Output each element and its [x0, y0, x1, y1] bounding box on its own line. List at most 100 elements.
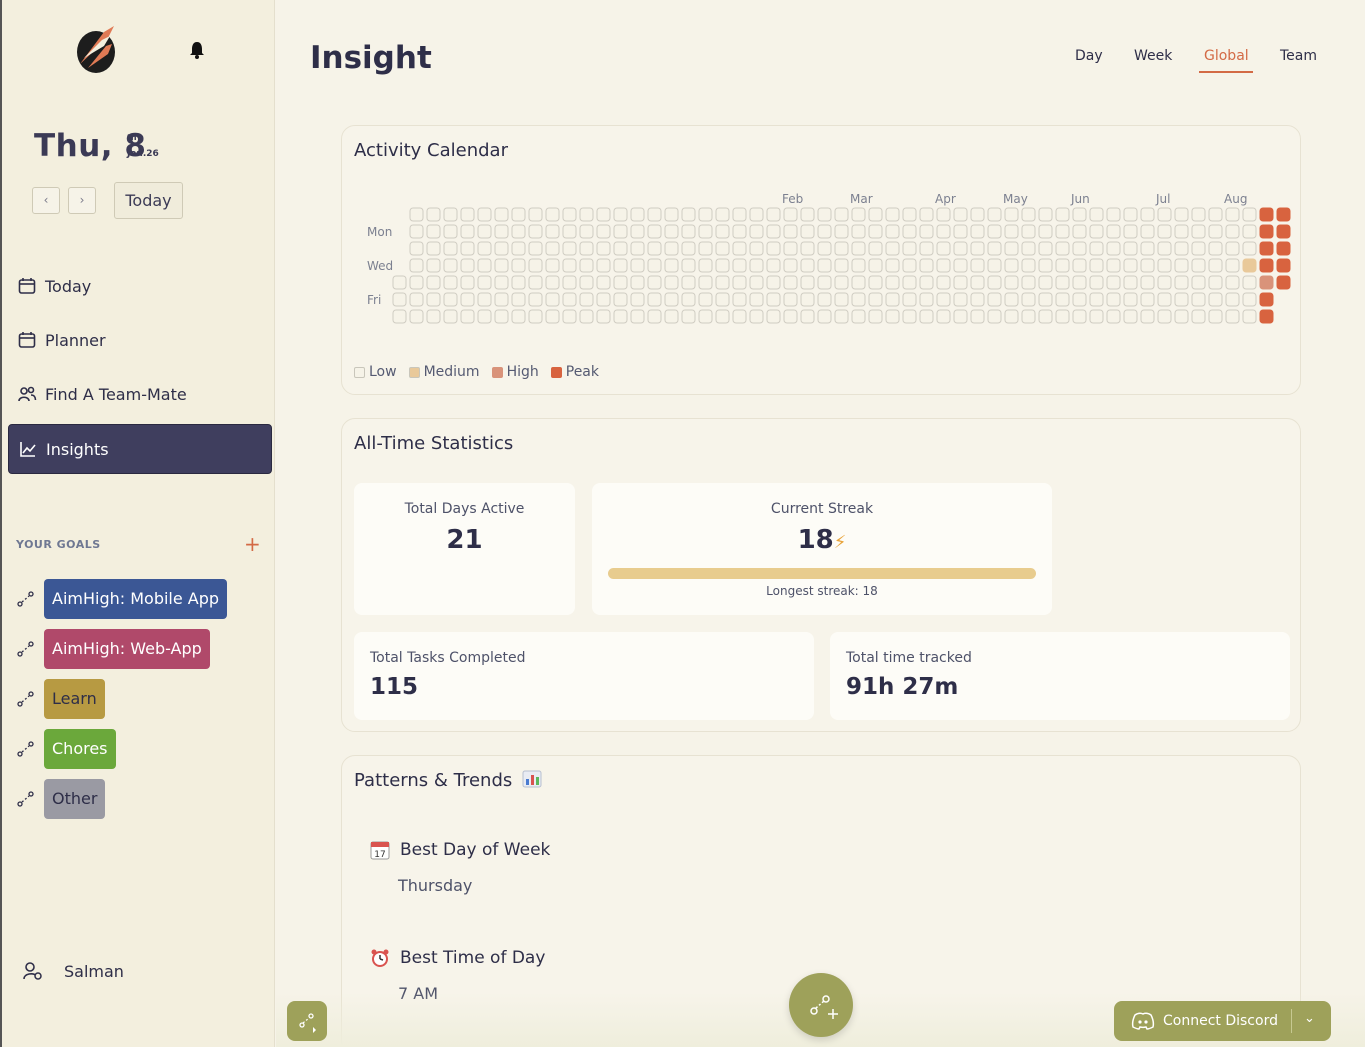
- heatmap-cell[interactable]: [409, 224, 424, 239]
- heatmap-cell[interactable]: [817, 309, 832, 324]
- heatmap-cell[interactable]: [1038, 275, 1053, 290]
- heatmap-cell[interactable]: [1021, 292, 1036, 307]
- heatmap-cell[interactable]: [817, 292, 832, 307]
- heatmap-cell[interactable]: [800, 207, 815, 222]
- heatmap-cell[interactable]: [1089, 207, 1104, 222]
- tab-team[interactable]: Team: [1280, 48, 1318, 64]
- heatmap-cell[interactable]: [953, 207, 968, 222]
- heatmap-cell[interactable]: [970, 309, 985, 324]
- heatmap-cell[interactable]: [1208, 224, 1223, 239]
- heatmap-cell[interactable]: [1259, 258, 1274, 273]
- heatmap-cell[interactable]: [902, 207, 917, 222]
- heatmap-cell[interactable]: [1140, 241, 1155, 256]
- sidebar-item-insights[interactable]: Insights: [8, 424, 272, 474]
- heatmap-cell[interactable]: [698, 292, 713, 307]
- heatmap-cell[interactable]: [953, 275, 968, 290]
- heatmap-cell[interactable]: [460, 275, 475, 290]
- heatmap-cell[interactable]: [953, 224, 968, 239]
- heatmap-cell[interactable]: [1225, 241, 1240, 256]
- heatmap-cell[interactable]: [749, 207, 764, 222]
- heatmap-cell[interactable]: [1106, 292, 1121, 307]
- heatmap-cell[interactable]: [851, 275, 866, 290]
- heatmap-cell[interactable]: [1191, 309, 1206, 324]
- heatmap-cell[interactable]: [1191, 224, 1206, 239]
- heatmap-cell[interactable]: [1106, 241, 1121, 256]
- heatmap-cell[interactable]: [868, 292, 883, 307]
- heatmap-cell[interactable]: [1072, 241, 1087, 256]
- heatmap-cell[interactable]: [800, 275, 815, 290]
- heatmap-cell[interactable]: [1191, 258, 1206, 273]
- heatmap-cell[interactable]: [936, 207, 951, 222]
- heatmap-cell[interactable]: [749, 292, 764, 307]
- heatmap-cell[interactable]: [1072, 224, 1087, 239]
- heatmap-cell[interactable]: [613, 292, 628, 307]
- heatmap-cell[interactable]: [766, 224, 781, 239]
- next-day-button[interactable]: ›: [68, 187, 96, 214]
- heatmap-cell[interactable]: [409, 207, 424, 222]
- heatmap-cell[interactable]: [1055, 292, 1070, 307]
- heatmap-cell[interactable]: [1089, 258, 1104, 273]
- heatmap-cell[interactable]: [936, 224, 951, 239]
- heatmap-cell[interactable]: [1174, 275, 1189, 290]
- heatmap-cell[interactable]: [1157, 258, 1172, 273]
- goal-panel-toggle-button[interactable]: [287, 1001, 327, 1041]
- heatmap-cell[interactable]: [1123, 207, 1138, 222]
- heatmap-cell[interactable]: [953, 292, 968, 307]
- heatmap-cell[interactable]: [1276, 207, 1291, 222]
- heatmap-cell[interactable]: [477, 309, 492, 324]
- heatmap-cell[interactable]: [443, 224, 458, 239]
- heatmap-cell[interactable]: [681, 258, 696, 273]
- heatmap-cell[interactable]: [868, 224, 883, 239]
- heatmap-cell[interactable]: [970, 258, 985, 273]
- heatmap-cell[interactable]: [1259, 207, 1274, 222]
- heatmap-cell[interactable]: [477, 207, 492, 222]
- heatmap-cell[interactable]: [1157, 275, 1172, 290]
- heatmap-cell[interactable]: [1140, 275, 1155, 290]
- heatmap-cell[interactable]: [596, 224, 611, 239]
- heatmap-cell[interactable]: [426, 258, 441, 273]
- heatmap-cell[interactable]: [1242, 309, 1257, 324]
- heatmap-cell[interactable]: [936, 241, 951, 256]
- heatmap-cell[interactable]: [426, 292, 441, 307]
- heatmap-cell[interactable]: [443, 309, 458, 324]
- heatmap-cell[interactable]: [477, 224, 492, 239]
- heatmap-cell[interactable]: [460, 224, 475, 239]
- heatmap-cell[interactable]: [494, 309, 509, 324]
- goal-item[interactable]: AimHigh: Web-App: [16, 629, 210, 669]
- heatmap-cell[interactable]: [1157, 241, 1172, 256]
- heatmap-cell[interactable]: [681, 275, 696, 290]
- heatmap-cell[interactable]: [987, 258, 1002, 273]
- connect-discord-button[interactable]: Connect Discord ⌄: [1114, 1001, 1331, 1041]
- heatmap-cell[interactable]: [1242, 292, 1257, 307]
- heatmap-cell[interactable]: [783, 309, 798, 324]
- heatmap-cell[interactable]: [715, 207, 730, 222]
- heatmap-cell[interactable]: [494, 224, 509, 239]
- heatmap-cell[interactable]: [919, 258, 934, 273]
- heatmap-cell[interactable]: [443, 258, 458, 273]
- today-button[interactable]: Today: [114, 182, 183, 219]
- heatmap-cell[interactable]: [868, 258, 883, 273]
- heatmap-cell[interactable]: [511, 241, 526, 256]
- heatmap-cell[interactable]: [426, 275, 441, 290]
- bell-icon[interactable]: [188, 40, 206, 60]
- heatmap-cell[interactable]: [919, 207, 934, 222]
- heatmap-cell[interactable]: [528, 292, 543, 307]
- heatmap-cell[interactable]: [834, 292, 849, 307]
- heatmap-cell[interactable]: [596, 275, 611, 290]
- heatmap-cell[interactable]: [647, 258, 662, 273]
- heatmap-cell[interactable]: [834, 275, 849, 290]
- heatmap-cell[interactable]: [1174, 258, 1189, 273]
- heatmap-cell[interactable]: [1140, 292, 1155, 307]
- heatmap-cell[interactable]: [1123, 241, 1138, 256]
- heatmap-cell[interactable]: [596, 241, 611, 256]
- heatmap-cell[interactable]: [698, 224, 713, 239]
- heatmap-cell[interactable]: [1191, 207, 1206, 222]
- heatmap-cell[interactable]: [1191, 241, 1206, 256]
- heatmap-cell[interactable]: [919, 275, 934, 290]
- heatmap-cell[interactable]: [494, 275, 509, 290]
- heatmap-cell[interactable]: [1055, 224, 1070, 239]
- heatmap-cell[interactable]: [511, 309, 526, 324]
- heatmap-cell[interactable]: [1004, 258, 1019, 273]
- heatmap-cell[interactable]: [630, 275, 645, 290]
- heatmap-cell[interactable]: [681, 224, 696, 239]
